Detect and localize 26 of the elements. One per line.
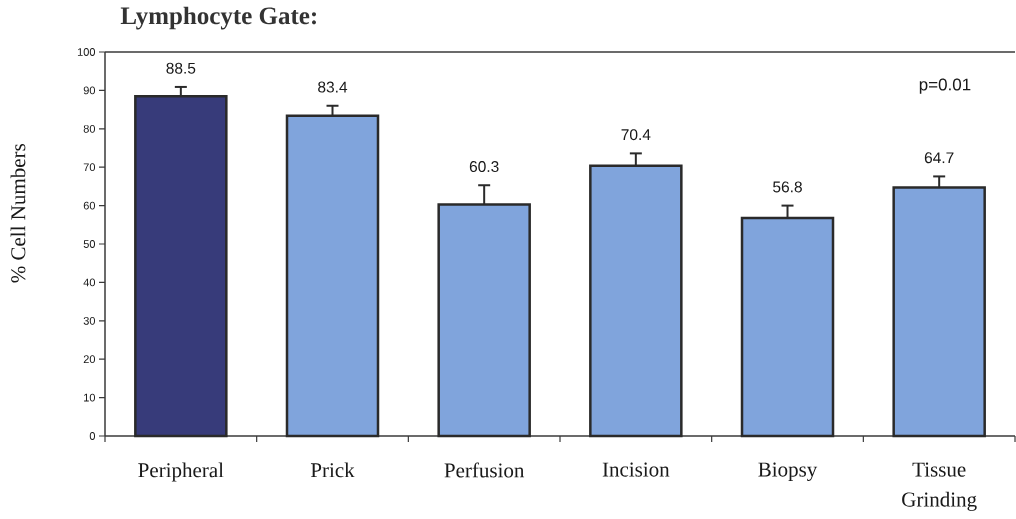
annotation: p=0.01: [919, 78, 971, 94]
y-tick-label: 0: [89, 432, 96, 440]
y-tick-label: 40: [83, 278, 96, 287]
x-tick-label: Prick: [310, 462, 355, 478]
y-tick-label: 100: [77, 48, 96, 56]
x-tick-label: Perfusion: [444, 462, 525, 478]
y-tick-label: 20: [83, 355, 96, 364]
y-tick-label: 90: [83, 86, 96, 95]
chart-title: Lymphocyte Gate:: [120, 6, 316, 30]
y-tick-label: 60: [83, 201, 96, 210]
data-label: 56.8: [773, 181, 802, 193]
x-tick-label: Biopsy: [758, 462, 818, 481]
data-label: 83.4: [318, 81, 348, 93]
y-axis-title: % Cell Numbers: [10, 144, 26, 283]
y-tick-label: 80: [83, 124, 96, 133]
data-label: 60.3: [469, 161, 499, 173]
y-tick-label: 70: [83, 163, 96, 172]
data-label: 64.7: [924, 152, 954, 164]
x-tick-label: Tissue Grinding: [902, 462, 977, 511]
y-tick-label: 10: [84, 393, 96, 402]
data-label: 88.5: [166, 62, 196, 74]
y-tick-label: 30: [83, 316, 96, 325]
x-tick-label: Peripheral: [138, 462, 224, 482]
data-label: 70.4: [621, 129, 651, 141]
x-tick-label: Incision: [602, 462, 670, 477]
y-tick-label: 50: [83, 240, 96, 248]
